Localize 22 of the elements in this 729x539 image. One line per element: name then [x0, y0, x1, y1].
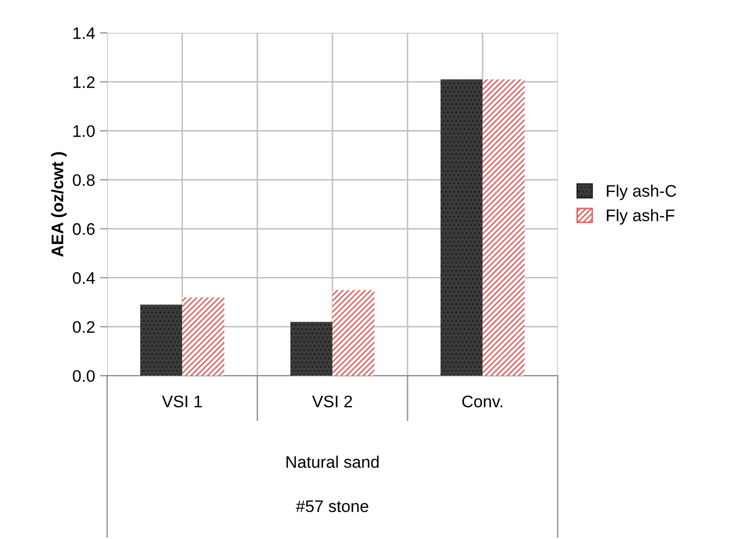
bar: [440, 79, 483, 376]
y-axis-title: AEA (oz/cwt ): [51, 152, 67, 257]
y-tick-label: 1.4: [73, 27, 95, 39]
legend-label: Fly ash-C: [606, 184, 676, 200]
y-tick-label: 0.8: [72, 174, 95, 186]
bar: [140, 304, 182, 376]
x-tick-label: VSI 1: [162, 396, 202, 408]
text: Natural sand: [286, 456, 379, 468]
y-tick-label: 0.0: [72, 370, 95, 382]
y-tick-label: 0.6: [72, 223, 95, 235]
bar: [332, 290, 374, 376]
bar: [482, 79, 525, 376]
text: #57 stone: [296, 500, 368, 512]
x-tick-label: Conv.: [462, 396, 502, 408]
bar: [290, 322, 332, 376]
y-tick-label: 0.2: [72, 321, 95, 333]
legend-label: Fly ash-F: [606, 209, 674, 225]
y-tick-label: 0.4: [72, 272, 95, 284]
y-tick-label: 1.0: [73, 125, 95, 138]
y-tick-label: 1.2: [73, 76, 95, 88]
bar: [182, 297, 224, 376]
x-tick-label: VSI 2: [312, 396, 352, 408]
